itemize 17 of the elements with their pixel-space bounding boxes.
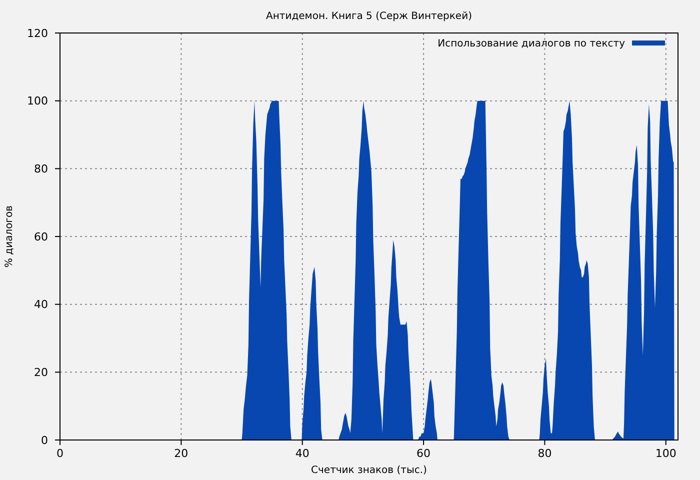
x-tick-label: 40 xyxy=(295,447,310,460)
y-tick-label: 120 xyxy=(27,26,48,40)
chart-title: Антидемон. Книга 5 (Серж Винтеркей) xyxy=(266,11,472,22)
x-tick-label: 80 xyxy=(538,447,552,460)
y-axis-title: % диалогов xyxy=(4,205,15,268)
y-tick-label: 100 xyxy=(27,94,48,108)
x-tick-label: 100 xyxy=(655,447,676,460)
x-tick-label: 60 xyxy=(416,447,431,460)
x-tick-label: 0 xyxy=(56,447,64,460)
y-tick-label: 20 xyxy=(34,366,48,380)
y-tick-label: 0 xyxy=(41,434,48,447)
y-tick-label: 40 xyxy=(34,298,48,312)
x-tick-label: 20 xyxy=(174,447,188,460)
x-axis-title: Счетчик знаков (тыс.) xyxy=(311,465,428,476)
y-tick-label: 60 xyxy=(34,230,48,244)
legend-label: Использование диалогов по тексту xyxy=(438,38,626,50)
y-tick-label: 80 xyxy=(34,162,48,176)
